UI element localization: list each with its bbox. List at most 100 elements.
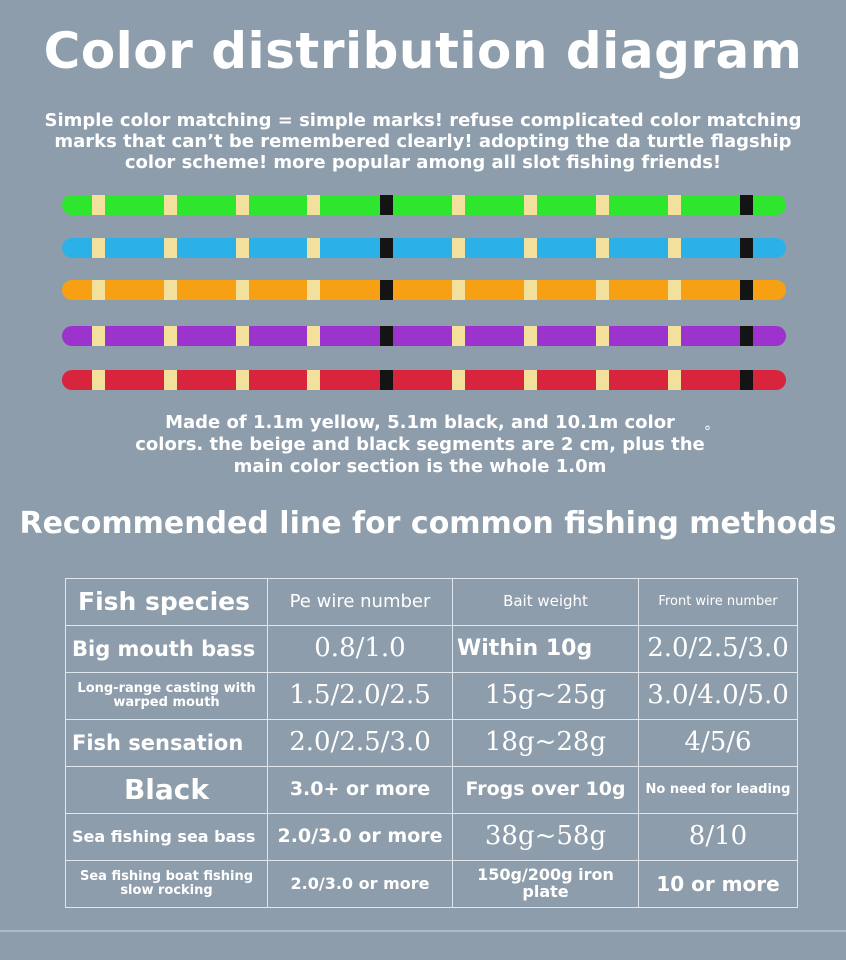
beige-marker-segment — [668, 238, 681, 258]
line-bar-purple — [62, 326, 786, 346]
beige-marker-segment — [164, 280, 177, 300]
beige-marker-segment — [164, 370, 177, 390]
header-front-wire-number: Front wire number — [638, 578, 798, 626]
table-row: Fish sensation 2.0/2.5/3.0 18g~28g 4/5/6 — [65, 719, 798, 767]
beige-marker-segment — [92, 370, 105, 390]
black-marker-segment — [740, 238, 753, 258]
header-bait-weight: Bait weight — [452, 578, 639, 626]
beige-marker-segment — [524, 280, 537, 300]
beige-marker-segment — [452, 326, 465, 346]
beige-marker-segment — [452, 238, 465, 258]
cell-front: 2.0/2.5/3.0 — [638, 625, 798, 673]
cell-bait: 38g~58g — [452, 813, 639, 861]
note-line: colors. the beige and black segments are… — [135, 434, 705, 455]
cell-species: Long-range casting with warped mouth — [65, 672, 268, 720]
cell-pe: 3.0+ or more — [267, 766, 453, 814]
cell-bait: 18g~28g — [452, 719, 639, 767]
beige-marker-segment — [452, 280, 465, 300]
cell-bait: 15g~25g — [452, 672, 639, 720]
intro-line: color scheme! more popular among all slo… — [124, 152, 722, 173]
cell-pe: 2.0/2.5/3.0 — [267, 719, 453, 767]
beige-marker-segment — [668, 280, 681, 300]
beige-marker-segment — [524, 238, 537, 258]
beige-marker-segment — [236, 280, 249, 300]
line-bar-green — [62, 195, 786, 215]
beige-marker-segment — [236, 326, 249, 346]
beige-marker-segment — [596, 370, 609, 390]
header-fish-species: Fish species — [65, 578, 268, 626]
cell-pe: 0.8/1.0 — [267, 625, 453, 673]
cell-pe: 2.0/3.0 or more — [267, 813, 453, 861]
header-pe-wire-number: Pe wire number — [267, 578, 453, 626]
black-marker-segment — [740, 326, 753, 346]
cell-species: Black — [65, 766, 268, 814]
cell-front: No need for leading — [638, 766, 798, 814]
beige-marker-segment — [307, 238, 320, 258]
beige-marker-segment — [164, 326, 177, 346]
black-marker-segment — [380, 238, 393, 258]
black-marker-segment — [740, 370, 753, 390]
table-row: Long-range casting with warped mouth 1.5… — [65, 672, 798, 720]
beige-marker-segment — [92, 238, 105, 258]
fishing-methods-table: Fish species Pe wire number Bait weight … — [65, 578, 798, 908]
cell-bait: Frogs over 10g — [452, 766, 639, 814]
beige-marker-segment — [236, 195, 249, 215]
intro-line: Simple color matching = simple marks! re… — [44, 110, 802, 131]
line-bar-red — [62, 370, 786, 390]
cell-species: Sea fishing sea bass — [65, 813, 268, 861]
beige-marker-segment — [668, 195, 681, 215]
line-bar-orange — [62, 280, 786, 300]
beige-marker-segment — [92, 326, 105, 346]
intro-text: Simple color matching = simple marks! re… — [20, 110, 826, 173]
black-marker-segment — [380, 326, 393, 346]
degree-mark: ° — [704, 424, 711, 440]
beige-marker-segment — [307, 195, 320, 215]
cell-species: Fish sensation — [65, 719, 268, 767]
cell-front: 3.0/4.0/5.0 — [638, 672, 798, 720]
beige-marker-segment — [236, 370, 249, 390]
black-marker-segment — [740, 195, 753, 215]
line-bar-blue — [62, 238, 786, 258]
cell-species: Sea fishing boat fishing slow rocking — [65, 860, 268, 908]
beige-marker-segment — [92, 280, 105, 300]
table-row: Black 3.0+ or more Frogs over 10g No nee… — [65, 766, 798, 814]
page-title: Color distribution diagram — [43, 22, 803, 80]
cell-pe: 2.0/3.0 or more — [267, 860, 453, 908]
black-marker-segment — [380, 280, 393, 300]
black-marker-segment — [740, 280, 753, 300]
divider — [0, 930, 846, 932]
beige-marker-segment — [596, 238, 609, 258]
beige-marker-segment — [236, 238, 249, 258]
cell-front: 10 or more — [638, 860, 798, 908]
cell-bait: Within 10g — [452, 625, 639, 673]
cell-bait: 150g/200g iron plate — [452, 860, 639, 908]
beige-marker-segment — [164, 238, 177, 258]
beige-marker-segment — [668, 326, 681, 346]
line-spec-note: Made of 1.1m yellow, 5.1m black, and 10.… — [120, 412, 720, 478]
beige-marker-segment — [452, 195, 465, 215]
beige-marker-segment — [92, 195, 105, 215]
beige-marker-segment — [307, 326, 320, 346]
table-header-row: Fish species Pe wire number Bait weight … — [65, 578, 798, 626]
beige-marker-segment — [596, 280, 609, 300]
beige-marker-segment — [307, 370, 320, 390]
intro-line: marks that can’t be remembered clearly! … — [54, 131, 792, 152]
cell-species: Big mouth bass — [65, 625, 268, 673]
cell-front: 8/10 — [638, 813, 798, 861]
table-row: Sea fishing boat fishing slow rocking 2.… — [65, 860, 798, 908]
beige-marker-segment — [668, 370, 681, 390]
black-marker-segment — [380, 195, 393, 215]
cell-front: 4/5/6 — [638, 719, 798, 767]
beige-marker-segment — [596, 195, 609, 215]
beige-marker-segment — [524, 370, 537, 390]
section-title: Recommended line for common fishing meth… — [19, 506, 837, 541]
beige-marker-segment — [307, 280, 320, 300]
beige-marker-segment — [452, 370, 465, 390]
table-row: Big mouth bass 0.8/1.0 Within 10g 2.0/2.… — [65, 625, 798, 673]
table-row: Sea fishing sea bass 2.0/3.0 or more 38g… — [65, 813, 798, 861]
beige-marker-segment — [524, 326, 537, 346]
note-line: Made of 1.1m yellow, 5.1m black, and 10.… — [165, 412, 675, 433]
cell-pe: 1.5/2.0/2.5 — [267, 672, 453, 720]
note-line: main color section is the whole 1.0m — [233, 456, 607, 477]
beige-marker-segment — [596, 326, 609, 346]
